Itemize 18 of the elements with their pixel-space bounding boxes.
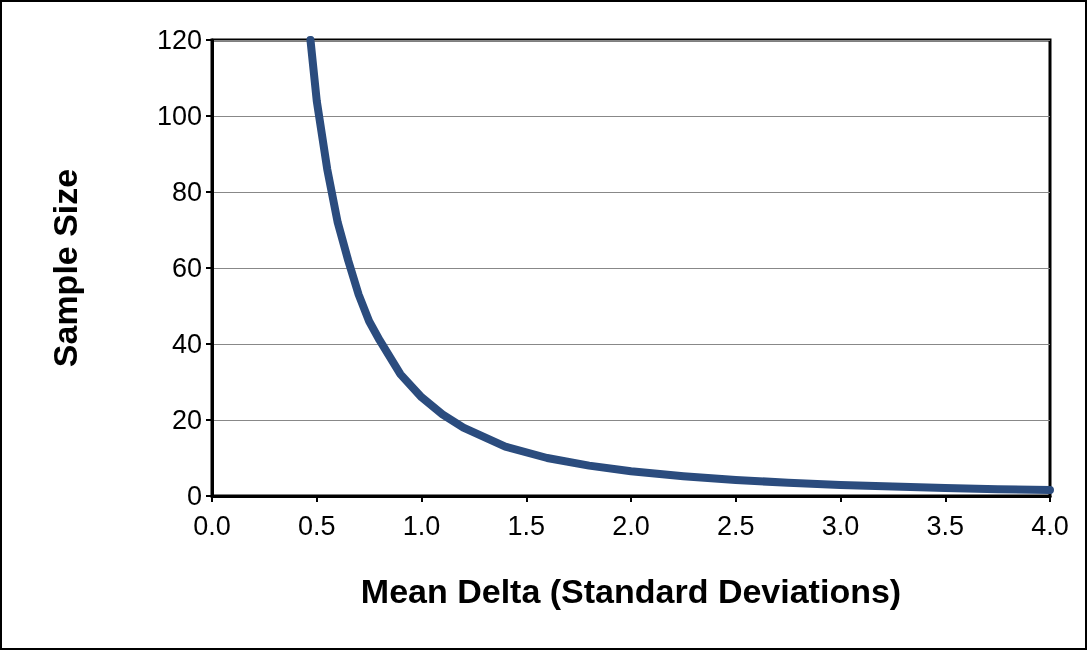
y-axis-title: Sample Size bbox=[46, 168, 84, 368]
x-tick-label: 1.5 bbox=[507, 510, 546, 541]
x-tick-label: 4.0 bbox=[1031, 510, 1069, 541]
x-tick-label: 0.0 bbox=[193, 510, 231, 541]
x-tick-label: 3.5 bbox=[926, 510, 965, 541]
x-tick-label: 1.0 bbox=[402, 510, 441, 541]
x-tick-label: 3.0 bbox=[821, 510, 860, 541]
y-tick-label: 120 bbox=[156, 25, 202, 55]
y-tick-label: 60 bbox=[171, 253, 202, 283]
y-tick-label: 100 bbox=[156, 101, 202, 131]
x-axis-title: Mean Delta (Standard Deviations) bbox=[360, 572, 902, 610]
x-tick-label: 0.5 bbox=[297, 510, 336, 541]
y-tick-label: 20 bbox=[171, 405, 202, 435]
y-tick-label: 40 bbox=[171, 329, 202, 359]
x-tick-label: 2.5 bbox=[716, 510, 755, 541]
y-tick-label: 0 bbox=[186, 481, 202, 511]
y-tick-label: 80 bbox=[171, 177, 202, 207]
x-tick-label: 2.0 bbox=[612, 510, 650, 541]
